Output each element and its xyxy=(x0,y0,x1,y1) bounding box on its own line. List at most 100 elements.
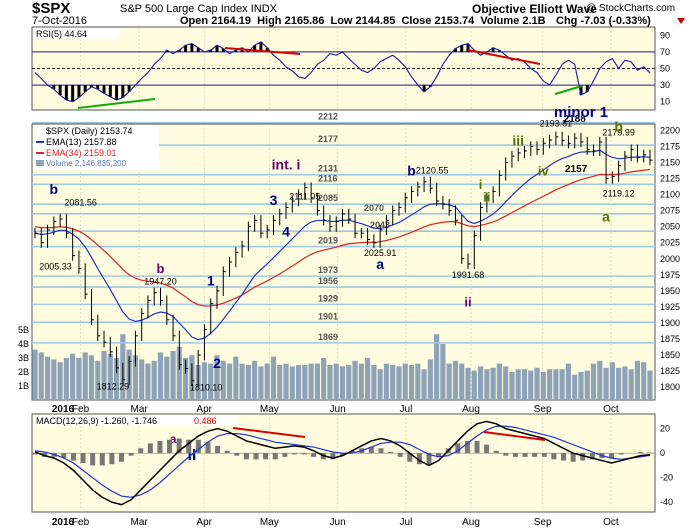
volume-bar xyxy=(258,366,264,400)
volume-bar xyxy=(302,365,308,400)
macd-histogram-bar xyxy=(340,453,345,456)
macd-histogram-bar xyxy=(330,453,336,460)
fib-level-label: 1869 xyxy=(318,332,338,342)
volume-bar xyxy=(528,370,534,400)
macd-histogram-bar xyxy=(147,443,153,454)
volume-tick-label: 1B xyxy=(18,381,29,391)
volume-bar xyxy=(390,365,396,400)
rsi-tick-label: 50 xyxy=(660,64,670,74)
wave-label: ii xyxy=(483,189,490,204)
macd-histogram-bar xyxy=(426,453,432,465)
price-tick-label: 2175 xyxy=(660,141,680,151)
macd-histogram-bar xyxy=(186,439,192,454)
rsi-legend-box xyxy=(33,28,119,39)
volume-bar xyxy=(396,366,402,400)
price-annotation: 2119.12 xyxy=(603,188,635,198)
volume-bar xyxy=(408,365,415,400)
macd-histogram-bar xyxy=(243,453,249,460)
volume-bar xyxy=(515,369,521,400)
volume-bar xyxy=(590,363,597,400)
price-annotation: 2188 xyxy=(564,114,587,125)
volume-tick-label: 3B xyxy=(18,353,29,363)
chart-subtitle: S&P 500 Large Cap Index INDX xyxy=(120,3,277,15)
macd-histogram-bar xyxy=(522,453,528,457)
x-tick-label: Aug xyxy=(462,517,480,528)
volume-bar xyxy=(377,369,383,400)
fib-level-label: 2177 xyxy=(318,134,338,144)
macd-histogram-bar xyxy=(157,440,163,454)
rsi-legend: RSI(5) 44.64 xyxy=(36,29,87,39)
rsi-tick-label: 10 xyxy=(660,97,670,107)
volume-bar xyxy=(51,359,57,400)
legend-volume-swatch xyxy=(36,160,44,166)
price-annotation: 1991.68 xyxy=(452,270,485,280)
volume-bar xyxy=(277,365,283,400)
volume-bar xyxy=(157,352,164,400)
volume-bar xyxy=(352,360,358,400)
macd-histogram-bar xyxy=(167,439,173,454)
macd-histogram-bar xyxy=(561,453,567,461)
wave-label: int. i xyxy=(272,156,301,172)
macd-histogram-bar xyxy=(253,453,259,460)
x-tick-label: Apr xyxy=(196,517,212,528)
price-tick-label: 1975 xyxy=(660,270,680,280)
volume-bar xyxy=(333,363,339,400)
rsi-tick-label: 90 xyxy=(660,30,670,40)
volume-tick-label: 5B xyxy=(18,325,29,335)
volume-bar xyxy=(201,362,208,400)
volume-bar xyxy=(427,359,433,400)
x-tick-label: Jul xyxy=(400,404,413,415)
macd-histogram-bar xyxy=(464,440,470,454)
fib-level-label: 2019 xyxy=(318,236,338,246)
chart-date: 7-Oct-2016 xyxy=(32,15,88,27)
wave-label: a xyxy=(170,432,177,446)
x-tick-label: Jul xyxy=(400,517,413,528)
macd-histogram-bar xyxy=(282,453,288,457)
volume-bar xyxy=(471,370,477,400)
volume-tick-label: 4B xyxy=(18,339,29,349)
site-watermark[interactable]: @ StockCharts.com xyxy=(586,3,676,14)
fib-level-label: 1901 xyxy=(318,311,338,321)
volume-bar xyxy=(32,349,38,400)
wave-label: 4 xyxy=(282,224,290,240)
macd-histogram-bar xyxy=(455,443,461,454)
volume-bar xyxy=(477,366,484,400)
macd-legend-histogram: 0.486 xyxy=(194,416,217,426)
x-tick-label: Oct xyxy=(603,517,619,528)
volume-bar xyxy=(214,355,220,400)
x-tick-label: May xyxy=(260,517,279,528)
price-legend: EMA(34) 2159.01 xyxy=(46,148,117,158)
macd-histogram-bar xyxy=(388,451,394,454)
price-tick-label: 2050 xyxy=(660,222,680,232)
macd-histogram-bar xyxy=(32,453,38,455)
macd-histogram-bar xyxy=(205,442,211,454)
volume-bar xyxy=(264,363,270,400)
volume-bar xyxy=(565,363,572,400)
x-tick-label: Sep xyxy=(534,404,552,415)
volume-bar xyxy=(415,363,421,400)
price-legend: $SPX (Daily) 2153.74 xyxy=(46,126,133,136)
macd-histogram-bar xyxy=(637,451,643,454)
volume-bar xyxy=(503,366,509,400)
volume-bar xyxy=(95,360,101,400)
volume-bar xyxy=(38,352,44,400)
x-tick-label: May xyxy=(260,404,279,415)
macd-histogram-bar xyxy=(109,453,115,465)
volume-bar xyxy=(521,369,528,400)
volume-bar xyxy=(609,362,615,400)
fib-level-label: 1973 xyxy=(318,265,338,275)
price-tick-label: 2025 xyxy=(660,238,680,248)
volume-bar xyxy=(270,356,277,400)
x-tick-label: Mar xyxy=(131,517,149,528)
volume-bar xyxy=(459,363,465,400)
wave-label: b xyxy=(157,261,165,276)
volume-bar xyxy=(628,369,634,400)
volume-bar xyxy=(107,353,113,400)
volume-bar xyxy=(132,355,139,400)
price-tick-label: 1800 xyxy=(660,382,680,392)
price-tick-label: 1950 xyxy=(660,286,680,296)
volume-bar xyxy=(44,356,51,400)
macd-histogram-bar xyxy=(570,453,576,462)
price-legend: Volume 2,146,835,200 xyxy=(46,159,127,168)
fib-level-label: 1929 xyxy=(318,293,338,303)
